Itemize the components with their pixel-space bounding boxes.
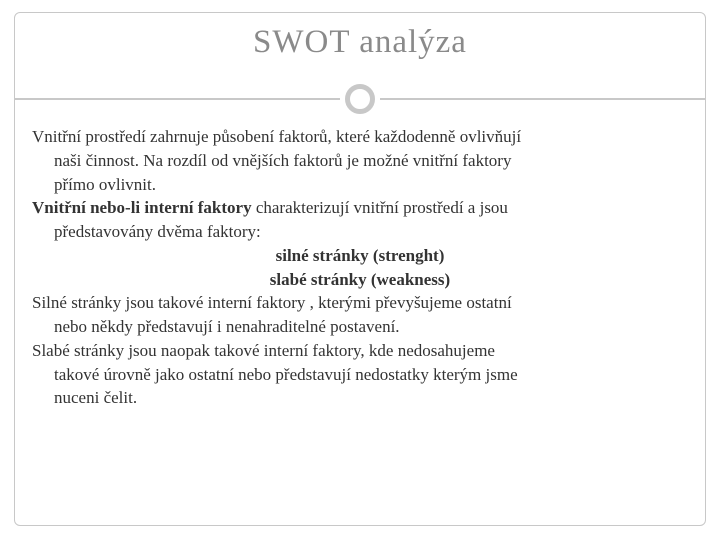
paragraph-2-line-1: Vnitřní nebo-li interní faktory charakte… — [32, 197, 688, 219]
paragraph-3-line-2: nebo někdy představují i nenahraditelné … — [32, 316, 688, 338]
paragraph-1-line-1: Vnitřní prostředí zahrnuje působení fakt… — [32, 126, 688, 148]
paragraph-4-line-1: Slabé stránky jsou naopak takové interní… — [32, 340, 688, 362]
divider-circle-icon — [345, 84, 375, 114]
paragraph-4-line-2: takové úrovně jako ostatní nebo představ… — [32, 364, 688, 386]
paragraph-3-line-1: Silné stránky jsou takové interní faktor… — [32, 292, 688, 314]
paragraph-1-line-2: naši činnost. Na rozdíl od vnějších fakt… — [32, 150, 688, 172]
paragraph-1-line-3: přímo ovlivnit. — [32, 174, 688, 196]
paragraph-2-line-2: představovány dvěma faktory: — [32, 221, 688, 243]
slide: SWOT analýza Vnitřní prostředí zahrnuje … — [0, 0, 720, 540]
paragraph-2-rest-1: charakterizují vnitřní prostředí a jsou — [252, 198, 508, 217]
divider-line-left — [14, 98, 340, 100]
slide-title: SWOT analýza — [0, 24, 720, 61]
title-divider — [14, 84, 706, 114]
paragraph-4-line-3: nuceni čelit. — [32, 387, 688, 409]
slide-body: Vnitřní prostředí zahrnuje působení fakt… — [32, 126, 688, 411]
bullet-weak: slabé stránky (weakness) — [32, 269, 688, 291]
paragraph-2-bold: Vnitřní nebo-li interní faktory — [32, 198, 252, 217]
bullet-strong: silné stránky (strenght) — [32, 245, 688, 267]
divider-line-right — [380, 98, 706, 100]
